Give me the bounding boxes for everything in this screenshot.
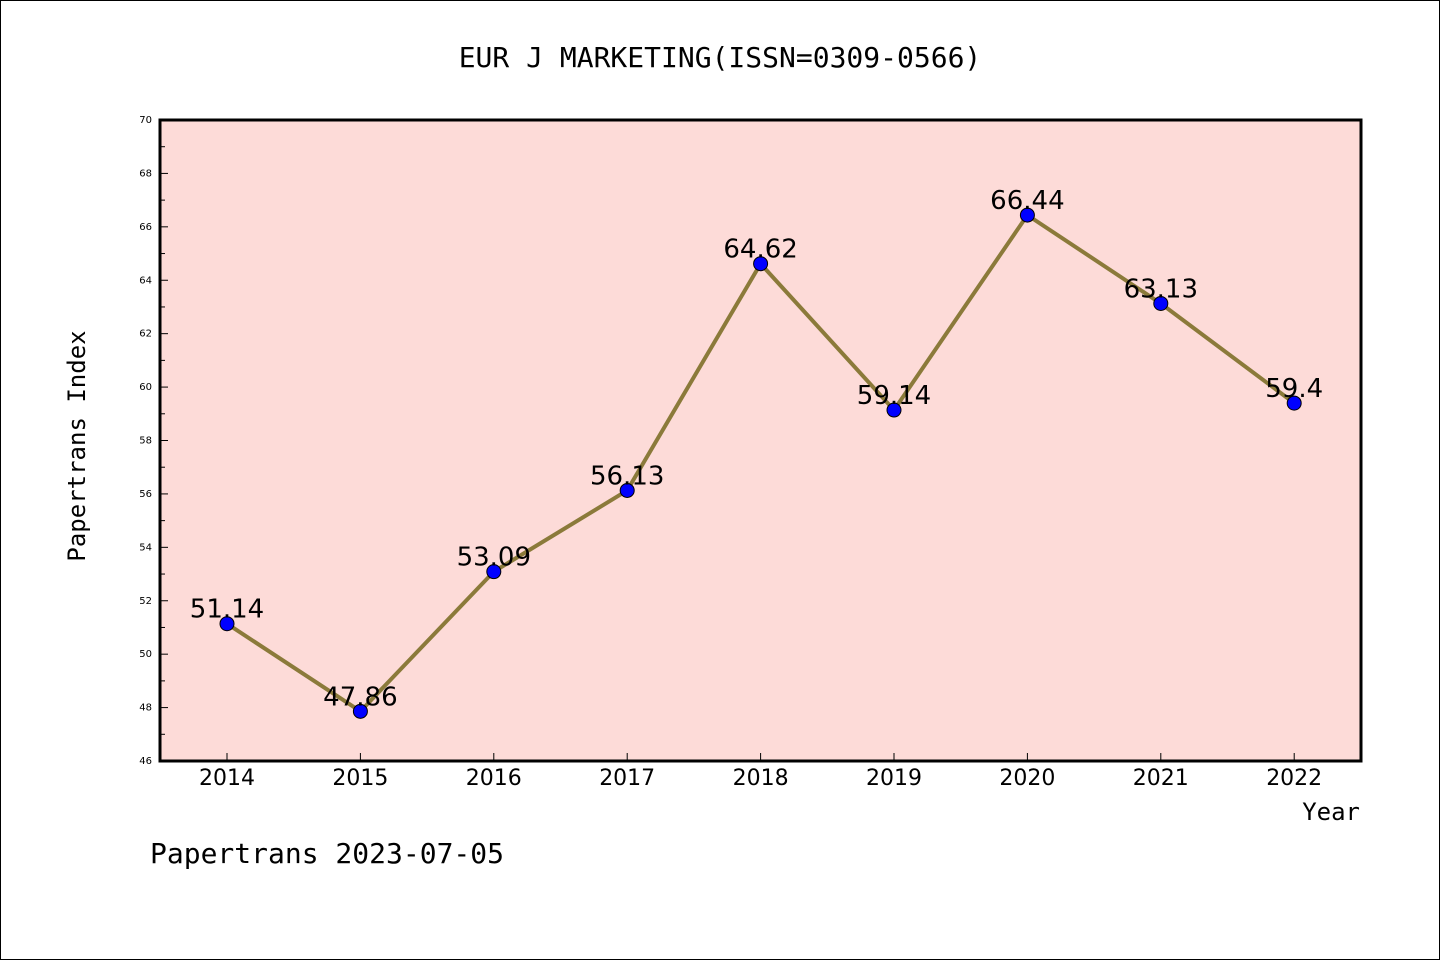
y-tick-label: 54 [139, 542, 152, 553]
data-label: 51.14 [190, 595, 264, 625]
data-label: 59.4 [1265, 374, 1323, 404]
chart-title: EUR J MARKETING(ISSN=0309-0566) [459, 41, 982, 74]
y-tick-label: 70 [139, 115, 152, 126]
y-tick-label: 68 [139, 168, 152, 179]
data-label: 53.09 [457, 543, 531, 573]
data-point [1286, 395, 1302, 411]
plot-area [158, 118, 1363, 763]
footer-credit: Papertrans 2023-07-05 [150, 837, 504, 870]
data-label: 59.14 [857, 381, 931, 411]
y-tick-label: 48 [139, 703, 152, 714]
data-point [619, 482, 635, 498]
y-axis: 46 48 50 52 54 56 58 60 62 64 66 68 70 [139, 115, 168, 767]
data-series: 51.14 47.86 53.09 56.13 64.62 59.14 66.44 63.13… [190, 186, 1323, 719]
data-label: 64.62 [723, 235, 797, 265]
data-point [486, 564, 502, 580]
y-tick-label: 66 [139, 222, 152, 233]
data-label: 66.44 [990, 186, 1064, 216]
x-tick-label: 2020 [999, 766, 1055, 791]
y-tick-label: 60 [139, 382, 152, 393]
x-tick-label: 2018 [733, 766, 789, 791]
x-axis-label: Year [1302, 798, 1360, 826]
data-label: 47.86 [323, 682, 397, 712]
data-point [1019, 207, 1035, 223]
y-tick-label: 52 [139, 596, 152, 607]
data-point [1153, 295, 1169, 311]
x-tick-label: 2015 [332, 766, 388, 791]
y-tick-label: 46 [139, 756, 152, 767]
x-tick-label: 2017 [599, 766, 655, 791]
x-axis: 2014 2015 2016 2017 2018 2019 2020 2021 2022 [199, 753, 1322, 791]
data-point [753, 256, 769, 272]
data-label: 63.13 [1124, 274, 1198, 304]
data-point [219, 616, 235, 632]
x-tick-label: 2022 [1266, 766, 1322, 791]
x-tick-label: 2021 [1133, 766, 1189, 791]
x-tick-label: 2016 [466, 766, 522, 791]
y-tick-label: 58 [139, 436, 152, 447]
x-tick-label: 2014 [199, 766, 255, 791]
y-tick-label: 64 [139, 275, 152, 286]
y-tick-label: 62 [139, 329, 152, 340]
y-axis-label: Papertrans Index [63, 330, 91, 561]
y-tick-label: 56 [139, 489, 152, 500]
data-point [886, 402, 902, 418]
data-point [352, 703, 368, 719]
y-tick-label: 50 [139, 649, 152, 660]
x-tick-label: 2019 [866, 766, 922, 791]
data-label: 56.13 [590, 461, 664, 491]
